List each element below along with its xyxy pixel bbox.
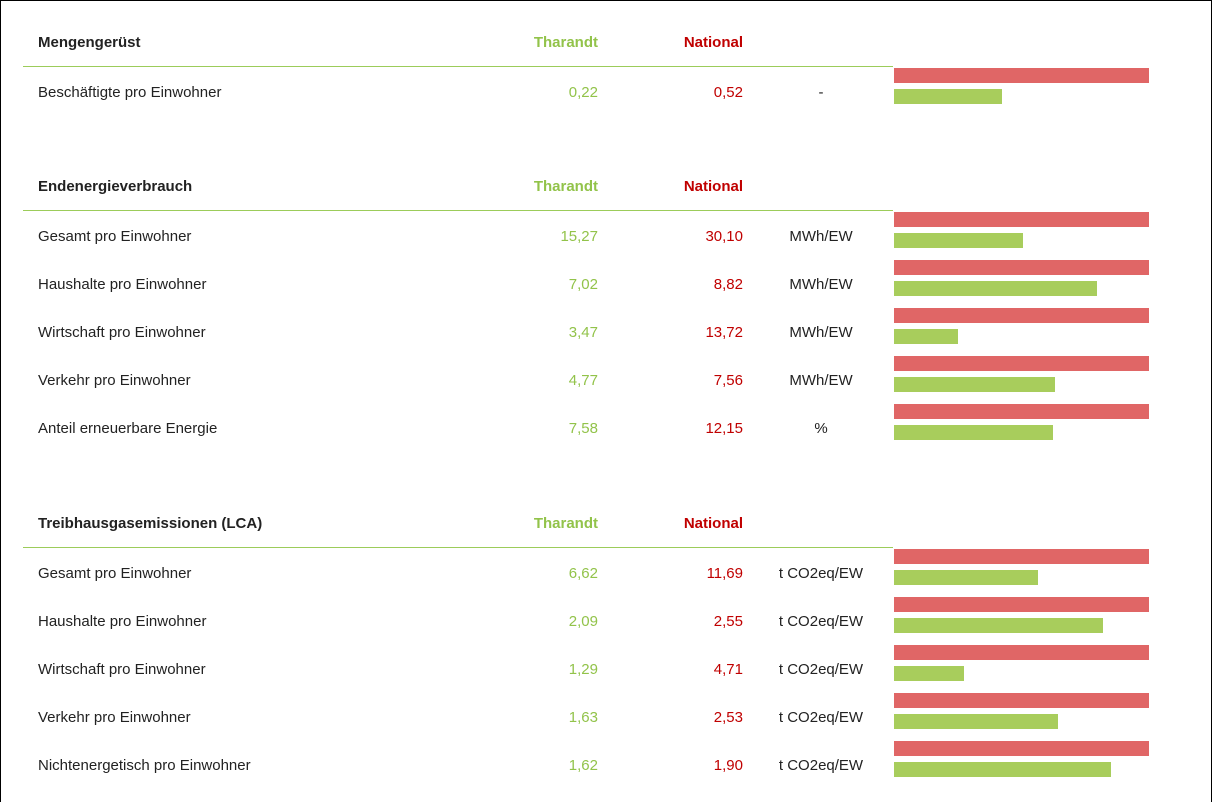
tharandt-bar (894, 425, 1054, 440)
unit: t CO2eq/EW (778, 613, 864, 630)
row-label: Gesamt pro Einwohner (38, 228, 192, 245)
unit: t CO2eq/EW (778, 661, 864, 678)
unit: MWh/EW (789, 324, 853, 341)
row-label: Verkehr pro Einwohner (38, 372, 191, 389)
unit: - (818, 84, 824, 101)
unit: t CO2eq/EW (778, 709, 864, 726)
tharandt-bar (894, 570, 1039, 585)
tharandt-value: 0,22 (568, 84, 598, 101)
row-label: Haushalte pro Einwohner (38, 276, 207, 293)
row-label: Anteil erneuerbare Energie (38, 420, 218, 437)
column-header: National (683, 515, 743, 532)
national-value: 8,82 (713, 276, 743, 293)
column-header: National (683, 34, 743, 51)
tharandt-value: 7,58 (568, 420, 598, 437)
national-bar (894, 597, 1149, 612)
national-bar (894, 68, 1149, 83)
national-value: 7,56 (713, 372, 743, 389)
row-label: Beschäftigte pro Einwohner (38, 84, 222, 101)
national-bar (894, 404, 1149, 419)
national-value: 2,55 (713, 613, 743, 630)
column-header: National (683, 178, 743, 195)
tharandt-value: 15,27 (560, 228, 598, 245)
national-value: 30,10 (705, 228, 743, 245)
section-title: Treibhausgasemissionen (LCA) (38, 515, 263, 532)
national-value: 13,72 (705, 324, 743, 341)
section-title: Mengengerüst (38, 34, 141, 51)
tharandt-bar (894, 377, 1055, 392)
column-header: Tharandt (533, 515, 598, 532)
national-value: 4,71 (713, 661, 743, 678)
unit: t CO2eq/EW (778, 565, 864, 582)
national-bar (894, 308, 1149, 323)
header-rule (23, 547, 893, 548)
national-bar (894, 549, 1149, 564)
national-bar (894, 212, 1149, 227)
tharandt-bar (894, 89, 1002, 104)
unit: t CO2eq/EW (778, 757, 864, 774)
tharandt-value: 6,62 (568, 565, 598, 582)
column-header: Tharandt (533, 34, 598, 51)
national-bar (894, 260, 1149, 275)
tharandt-bar (894, 666, 964, 681)
unit: % (814, 420, 828, 437)
row-label: Wirtschaft pro Einwohner (38, 661, 206, 678)
national-value: 12,15 (705, 420, 743, 437)
tharandt-value: 2,09 (568, 613, 598, 630)
row-label: Nichtenergetisch pro Einwohner (38, 757, 251, 774)
tharandt-value: 1,62 (568, 757, 598, 774)
national-value: 0,52 (713, 84, 743, 101)
unit: MWh/EW (789, 372, 853, 389)
national-value: 2,53 (713, 709, 743, 726)
row-label: Gesamt pro Einwohner (38, 565, 192, 582)
tharandt-value: 4,77 (568, 372, 598, 389)
unit: MWh/EW (789, 228, 853, 245)
national-bar (894, 645, 1149, 660)
national-bar (894, 693, 1149, 708)
column-header: Tharandt (533, 178, 598, 195)
tharandt-value: 1,29 (568, 661, 598, 678)
header-rule (23, 210, 893, 211)
tharandt-value: 1,63 (568, 709, 598, 726)
tharandt-bar (894, 281, 1097, 296)
tharandt-bar (894, 714, 1059, 729)
row-label: Haushalte pro Einwohner (38, 613, 207, 630)
row-label: Verkehr pro Einwohner (38, 709, 191, 726)
tharandt-value: 7,02 (568, 276, 598, 293)
header-rule (23, 66, 893, 67)
national-value: 11,69 (706, 565, 743, 582)
tharandt-value: 3,47 (568, 324, 598, 341)
unit: MWh/EW (789, 276, 853, 293)
tharandt-bar (894, 329, 959, 344)
national-value: 1,90 (713, 757, 743, 774)
row-label: Wirtschaft pro Einwohner (38, 324, 206, 341)
tharandt-bar (894, 762, 1112, 777)
national-bar (894, 356, 1149, 371)
tharandt-bar (894, 233, 1024, 248)
national-bar (894, 741, 1149, 756)
section-title: Endenergieverbrauch (38, 178, 193, 195)
tharandt-bar (894, 618, 1103, 633)
